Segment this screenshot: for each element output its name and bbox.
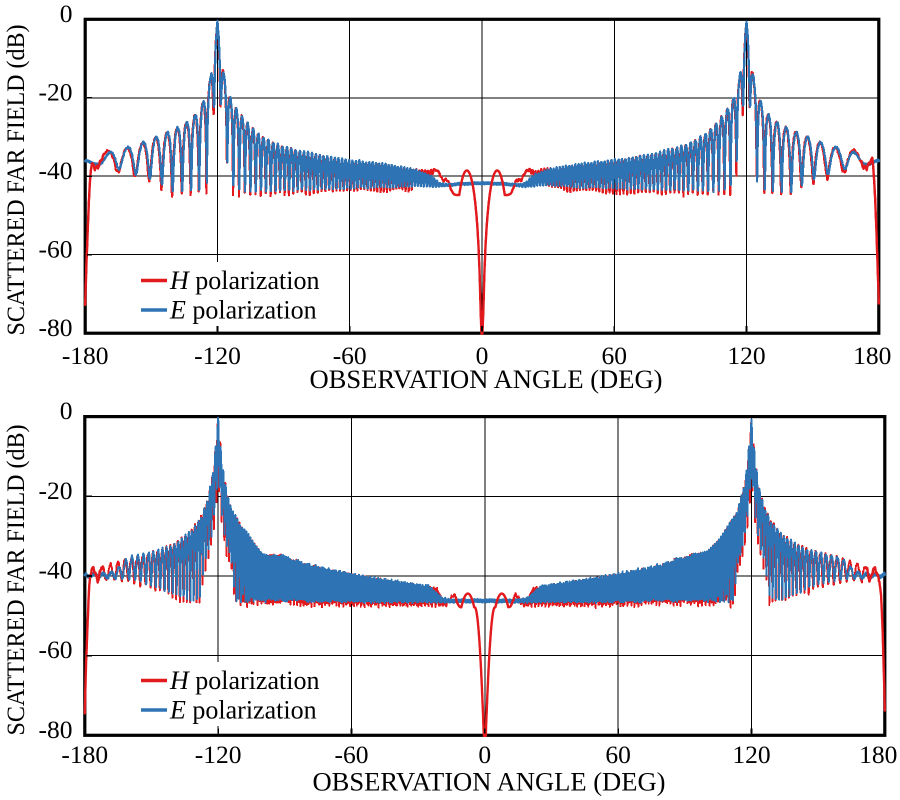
svg-text:-180: -180 <box>62 341 109 370</box>
svg-text:-40: -40 <box>39 556 73 585</box>
svg-text:E polarization: E polarization <box>169 296 317 325</box>
svg-text:-120: -120 <box>195 740 242 769</box>
svg-text:-60: -60 <box>39 234 73 263</box>
svg-text:120: 120 <box>732 740 770 769</box>
svg-text:-60: -60 <box>335 740 369 769</box>
svg-text:-20: -20 <box>39 476 73 505</box>
svg-text:-120: -120 <box>194 341 241 370</box>
svg-text:SCATTERED FAR FIELD (dB): SCATTERED FAR FIELD (dB) <box>3 425 30 736</box>
svg-text:180: 180 <box>853 341 891 370</box>
svg-text:-60: -60 <box>333 341 367 370</box>
svg-text:-40: -40 <box>39 156 73 185</box>
svg-text:60: 60 <box>602 341 628 370</box>
svg-text:-60: -60 <box>39 635 73 664</box>
svg-text:0: 0 <box>476 341 489 370</box>
svg-text:H polarization: H polarization <box>169 666 319 695</box>
svg-text:0: 0 <box>478 740 491 769</box>
svg-text:-80: -80 <box>39 313 73 342</box>
svg-text:60: 60 <box>605 740 631 769</box>
svg-text:OBSERVATION ANGLE (DEG): OBSERVATION ANGLE (DEG) <box>313 768 666 797</box>
svg-text:SCATTERED FAR FIELD (dB): SCATTERED FAR FIELD (dB) <box>3 25 30 336</box>
svg-text:OBSERVATION ANGLE (DEG): OBSERVATION ANGLE (DEG) <box>310 365 663 394</box>
svg-text:120: 120 <box>727 341 765 370</box>
svg-text:E polarization: E polarization <box>169 696 317 725</box>
svg-text:H polarization: H polarization <box>169 266 319 295</box>
svg-text:-20: -20 <box>39 77 73 106</box>
svg-text:180: 180 <box>859 740 897 769</box>
svg-text:0: 0 <box>60 0 73 28</box>
svg-text:0: 0 <box>60 396 73 425</box>
svg-text:-180: -180 <box>61 740 108 769</box>
svg-text:-80: -80 <box>39 715 73 744</box>
